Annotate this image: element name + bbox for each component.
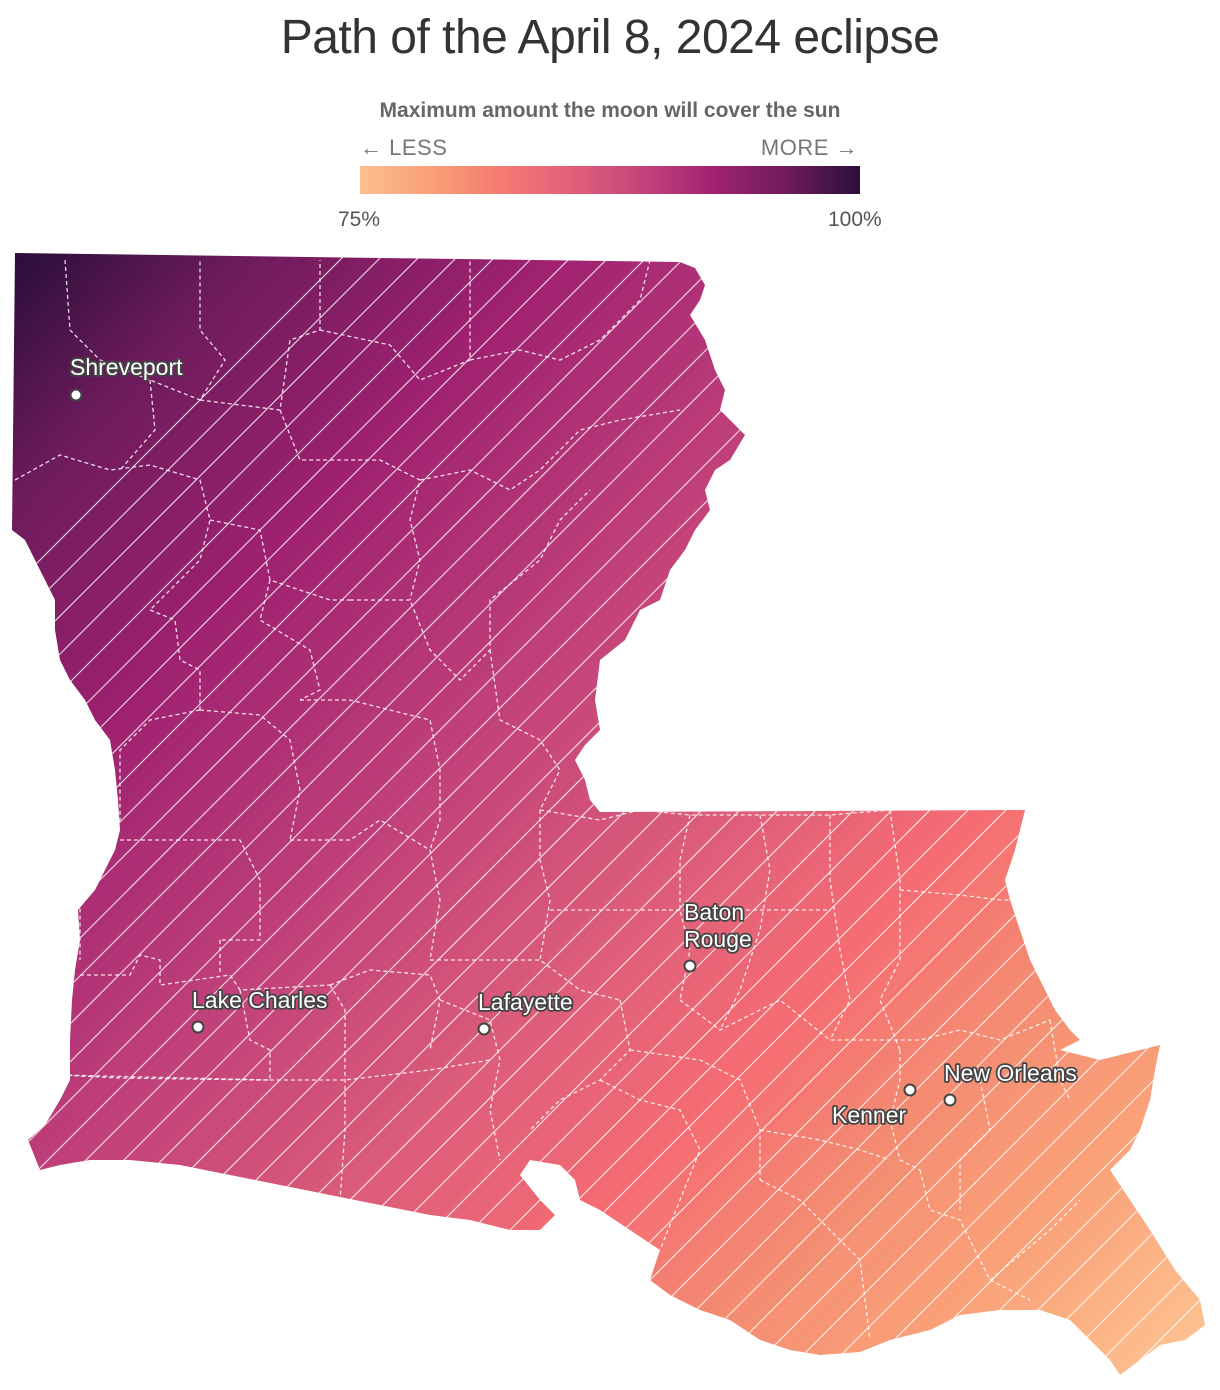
hatch-line <box>12 253 553 1375</box>
legend-less-label: ← LESS <box>360 135 448 160</box>
hatch-line <box>12 253 477 1375</box>
legend-color-bar <box>360 166 860 194</box>
svg-text:Rouge: Rouge <box>684 926 752 952</box>
hatch-line <box>871 253 1205 1375</box>
city-lake-charles: Lake Charles <box>190 985 329 1034</box>
city-kenner: Kenner <box>830 1083 917 1130</box>
city-lafayette: Lafayette <box>476 987 574 1036</box>
svg-text:Kenner: Kenner <box>832 1102 907 1128</box>
hatch-line <box>643 253 1205 1375</box>
svg-text:Baton: Baton <box>684 899 744 925</box>
svg-text:Shreveport: Shreveport <box>70 354 183 380</box>
hatch-line <box>12 253 591 1375</box>
hatch-line <box>833 253 1205 1375</box>
hatch-line <box>1175 253 1205 1375</box>
hatch-line <box>1137 253 1205 1375</box>
hatch-line <box>12 253 439 1375</box>
legend-title: Maximum amount the moon will cover the s… <box>379 99 841 122</box>
hatch-line <box>12 253 895 1375</box>
city-new-orleans: New Orleans <box>942 1058 1079 1107</box>
hatch-line <box>681 253 1205 1375</box>
state-shape <box>12 253 1205 1375</box>
hatch-line <box>795 253 1205 1375</box>
legend-max-label: 100% <box>828 208 882 231</box>
legend-min-label: 75% <box>338 208 381 231</box>
hatch-line <box>605 253 1205 1375</box>
hatch-line <box>1214 200 1220 1390</box>
city-markers: Shreveport Baton Rouge Lake Charles Lafa… <box>68 352 1079 1130</box>
city-baton-rouge: Baton Rouge <box>682 897 754 973</box>
hatch-line <box>12 253 781 1375</box>
hatch-line <box>12 253 515 1375</box>
svg-text:New Orleans: New Orleans <box>944 1060 1077 1086</box>
svg-text:Lake Charles: Lake Charles <box>192 987 328 1013</box>
legend-more-label: MORE → <box>760 135 858 160</box>
hatch-line <box>719 253 1205 1375</box>
parish-boundaries <box>14 259 1081 1341</box>
hatch-line <box>12 253 857 1375</box>
city-shreveport: Shreveport <box>68 352 185 402</box>
svg-text:Lafayette: Lafayette <box>478 989 573 1015</box>
hatch-line <box>12 253 819 1375</box>
hatch-line <box>757 253 1205 1375</box>
chart-title: Path of the April 8, 2024 eclipse <box>280 11 940 64</box>
hatch-line <box>12 253 743 1375</box>
hatch-line <box>909 253 1205 1375</box>
